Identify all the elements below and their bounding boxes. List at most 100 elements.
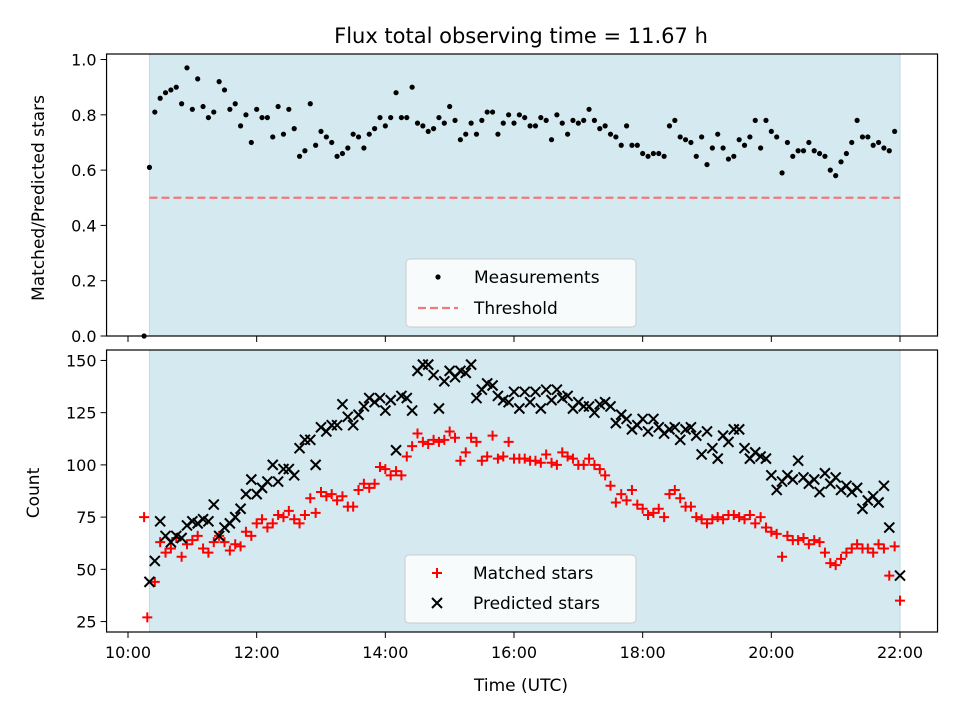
matched-star-point — [584, 453, 595, 464]
x-axis-label: Time (UTC) — [473, 676, 568, 696]
measurement-point — [146, 164, 153, 170]
x-tick-label: 14:00 — [362, 643, 408, 662]
matched-star-point — [841, 547, 852, 558]
measurement-point — [441, 120, 447, 126]
predicted-star-point — [712, 452, 724, 465]
matched-star-point — [621, 495, 632, 506]
predicted-star-point — [508, 386, 520, 398]
measurement-point — [650, 150, 656, 157]
bottom-ytick-label: 100 — [66, 456, 97, 475]
measurement-point — [548, 137, 555, 143]
matched-star-point — [519, 453, 530, 464]
matched-star-point — [476, 455, 487, 466]
predicted-star-point — [519, 386, 531, 398]
matched-star-point — [267, 518, 278, 529]
measurement-point — [302, 148, 308, 154]
predicted-star-point — [851, 482, 863, 494]
measurement-point — [286, 106, 292, 112]
bottom-ytick-label: 50 — [76, 560, 96, 579]
matched-star-point — [760, 522, 771, 533]
matched-star-point — [819, 547, 830, 558]
measurement-point — [875, 139, 882, 146]
top-legend: Measurements Threshold — [405, 258, 637, 328]
measurement-point — [532, 123, 539, 129]
measurement-point — [216, 79, 222, 85]
matched-star-point — [283, 505, 294, 516]
matched-star-point — [707, 514, 718, 525]
measurement-point — [527, 123, 533, 129]
measurement-point — [339, 150, 346, 157]
matched-star-point — [771, 528, 782, 539]
predicted-star-point — [470, 392, 483, 404]
measurement-point — [672, 117, 678, 123]
matched-star-point — [830, 560, 841, 571]
measurement-point — [623, 123, 630, 129]
predicted-star-point — [379, 404, 392, 417]
measurement-point — [313, 142, 319, 148]
predicted-star-point — [149, 555, 161, 567]
measurement-point — [463, 131, 469, 137]
matched-star-point — [702, 518, 712, 529]
measurement-point — [221, 87, 228, 93]
predicted-star-point — [545, 394, 558, 406]
predicted-star-point — [770, 484, 783, 496]
measurement-point — [522, 114, 528, 121]
measurement-point — [168, 87, 174, 93]
matched-star-point — [139, 512, 150, 523]
matched-star-point — [632, 499, 643, 510]
measurement-point — [409, 84, 415, 90]
matched-star-point — [305, 493, 316, 504]
measurement-point — [425, 128, 431, 135]
legend-threshold-label: Threshold — [473, 299, 558, 319]
matched-star-point — [450, 432, 461, 443]
matched-star-point — [487, 430, 498, 441]
matched-star-point — [262, 522, 273, 533]
matched-star-point — [492, 453, 503, 464]
matched-star-point — [337, 491, 348, 502]
matched-star-point — [803, 539, 814, 550]
matched-star-point — [251, 518, 262, 529]
predicted-star-point — [690, 429, 702, 442]
measurement-point — [725, 156, 732, 162]
matched-star-point — [310, 507, 321, 518]
matched-star-point — [235, 541, 246, 552]
matched-star-point — [755, 512, 766, 523]
measurement-point — [768, 128, 774, 135]
measurement-point — [355, 134, 362, 140]
measurement-point — [688, 139, 694, 146]
measurement-point — [248, 139, 254, 146]
matched-star-point — [814, 537, 825, 548]
matched-star-point — [728, 510, 739, 521]
measurement-point — [291, 126, 297, 132]
measurement-point — [790, 153, 796, 159]
matched-star-point — [793, 535, 804, 546]
measurement-point — [372, 126, 378, 132]
matched-star-point — [417, 436, 428, 447]
measurement-point — [709, 145, 715, 151]
measurement-point — [318, 128, 324, 135]
predicted-star-point — [524, 396, 536, 408]
measurement-point — [511, 120, 517, 126]
matched-star-point — [648, 507, 659, 518]
matched-star-point — [878, 543, 889, 554]
measurement-point — [259, 114, 265, 121]
predicted-star-point — [465, 358, 477, 371]
predicted-star-point — [738, 442, 751, 454]
bottom-legend: Matched stars Predicted stars — [404, 554, 637, 624]
measurement-point — [666, 123, 673, 129]
matched-star-point — [391, 466, 402, 477]
matched-star-point — [594, 464, 605, 475]
measurement-point — [645, 153, 651, 159]
matched-star-point — [825, 558, 836, 569]
measurement-point — [843, 150, 849, 157]
top-ytick-label: 0.4 — [71, 216, 96, 235]
predicted-star-point — [175, 532, 188, 544]
matched-star-point — [562, 451, 573, 462]
measurement-point — [881, 145, 887, 151]
measurement-point — [323, 134, 329, 140]
measurement-point — [484, 109, 490, 115]
measurement-point — [827, 167, 833, 173]
matched-star-point — [589, 459, 600, 470]
matched-star-point — [428, 434, 439, 445]
